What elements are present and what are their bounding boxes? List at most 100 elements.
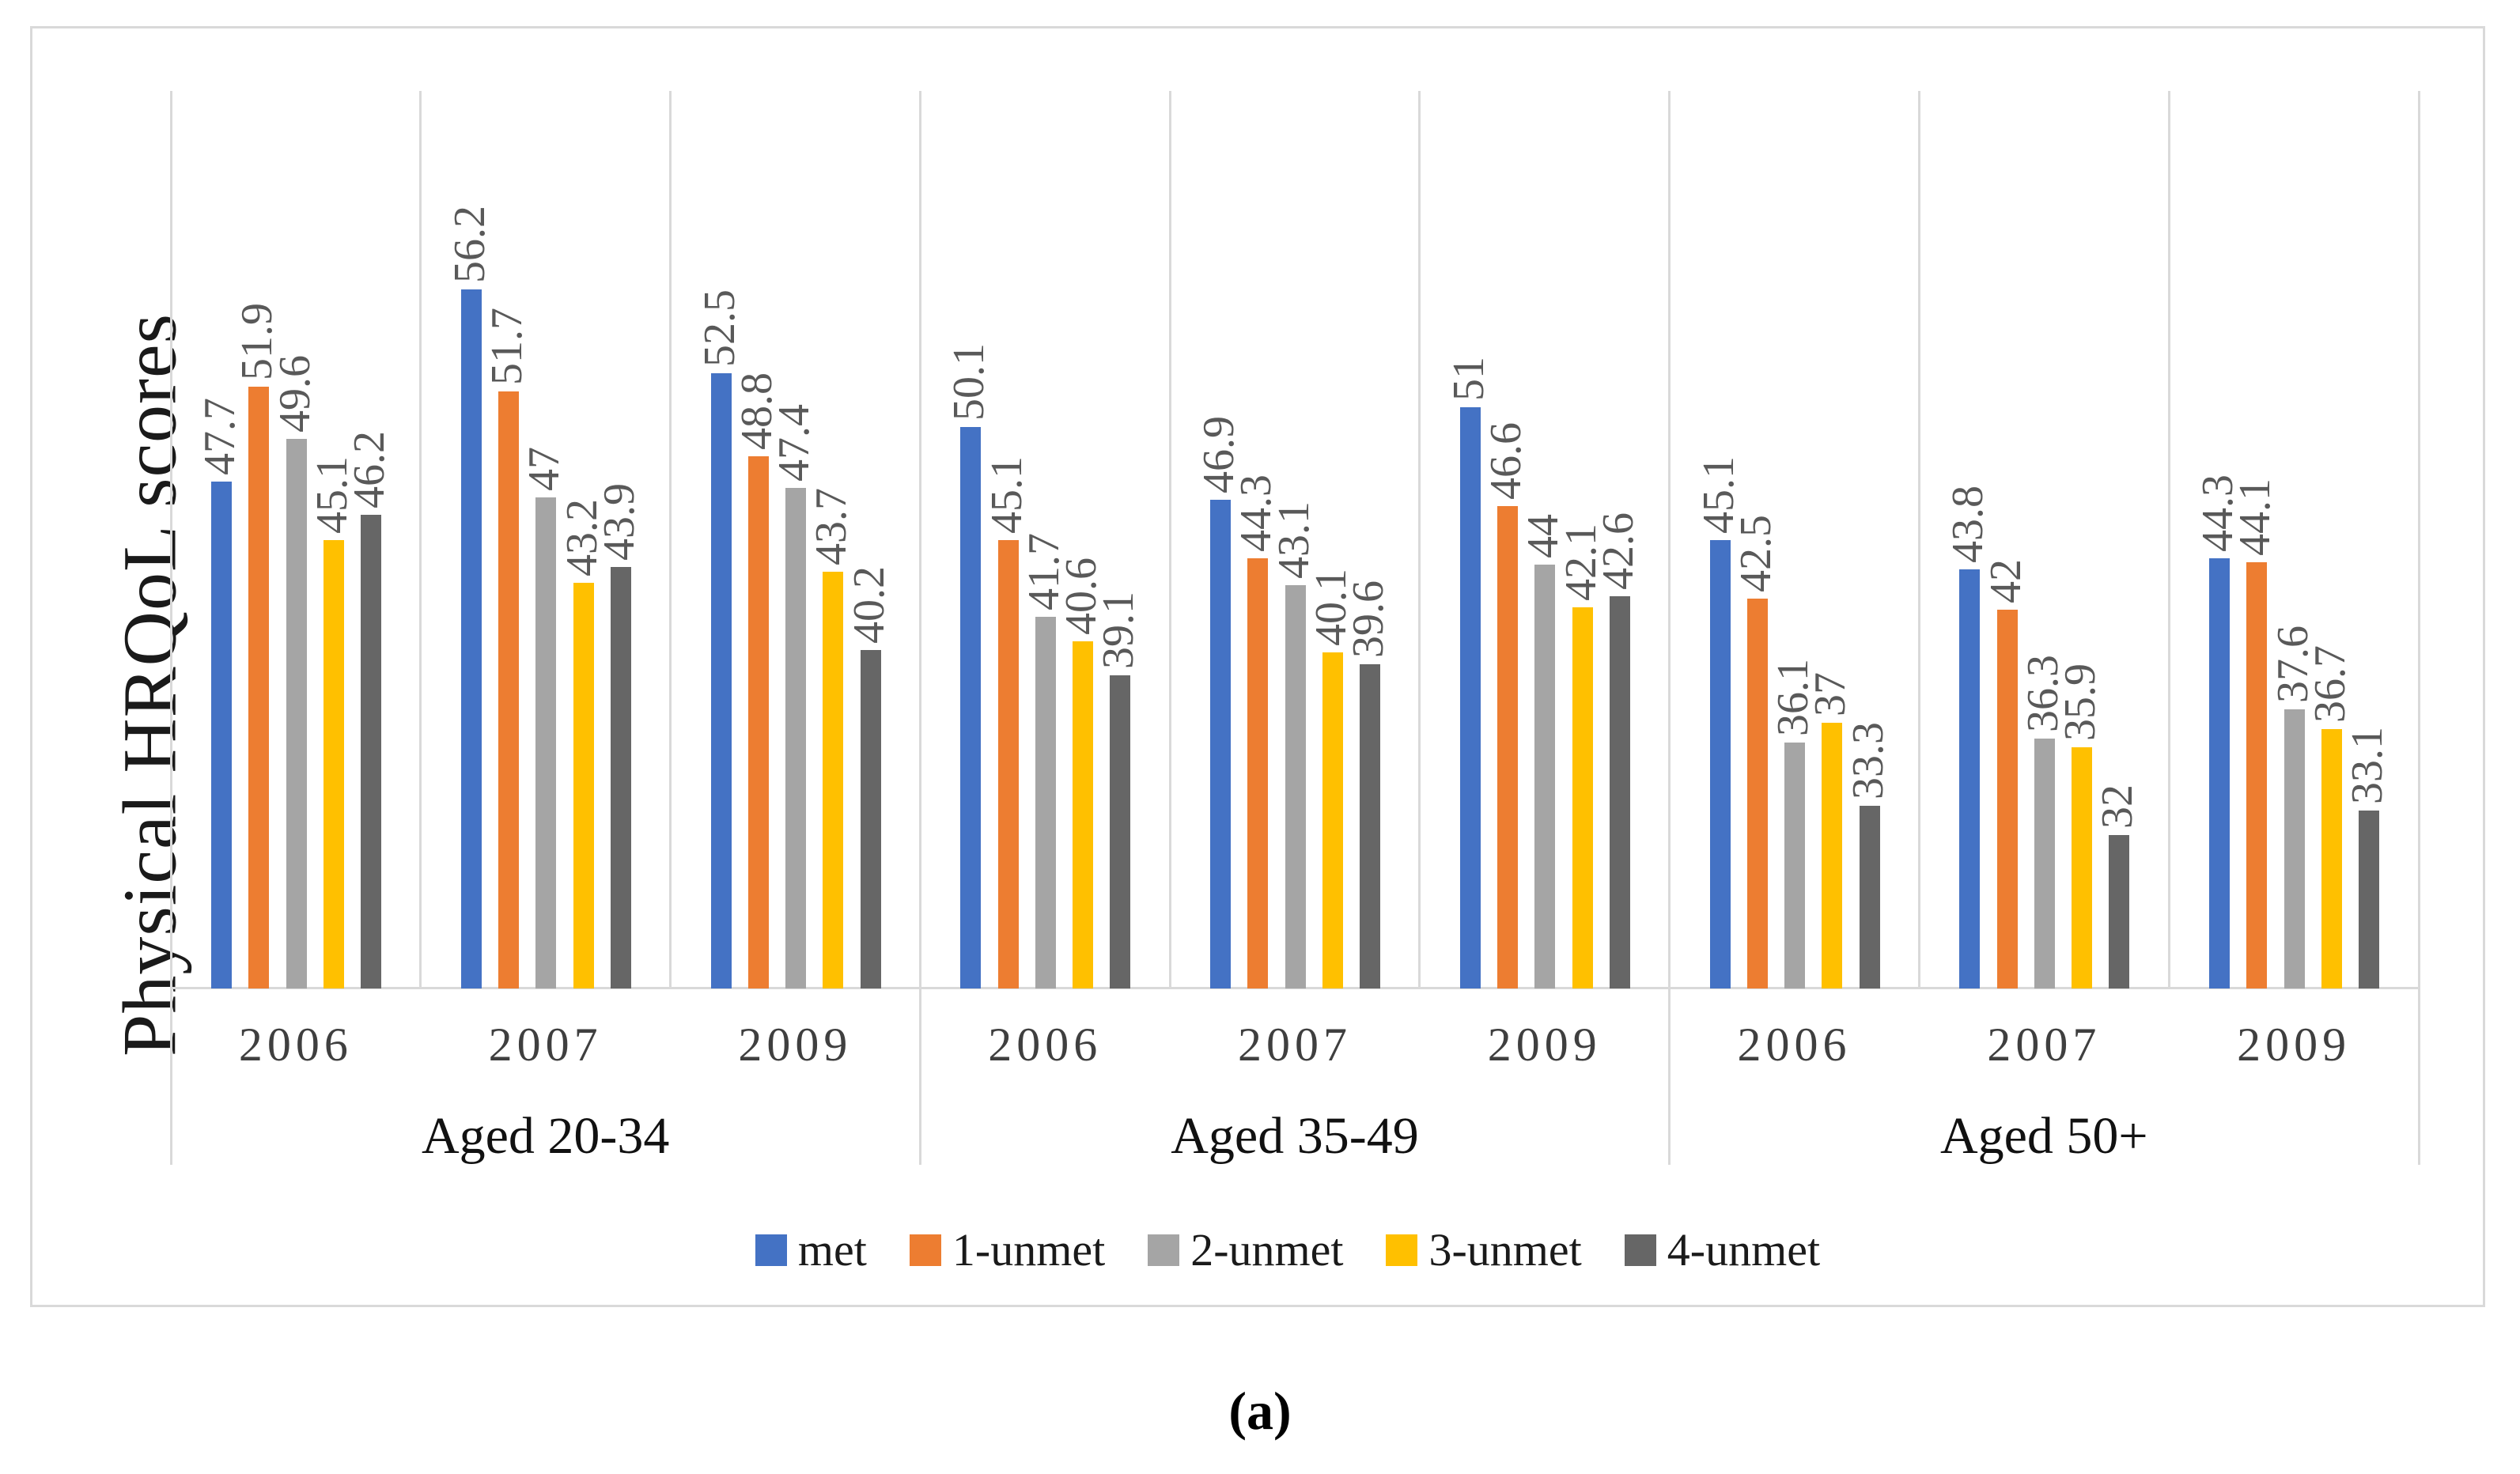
bar xyxy=(1709,540,1731,988)
bar xyxy=(710,373,732,988)
bar-value-label: 39.1 xyxy=(1094,591,1144,669)
bar xyxy=(2209,558,2231,988)
age-group-label: Aged 20-34 xyxy=(421,1107,670,1165)
bar-value-label: 47.4 xyxy=(770,404,819,482)
bar xyxy=(2246,562,2268,988)
legend-label: 3-unmet xyxy=(1428,1224,1582,1276)
legend-swatch-met xyxy=(755,1234,787,1266)
bar xyxy=(2072,747,2093,988)
bar xyxy=(1110,675,1131,988)
bar xyxy=(747,456,769,988)
bar xyxy=(361,515,381,988)
year-divider-line xyxy=(419,91,422,988)
bar xyxy=(460,289,482,988)
bar-value-label: 40.2 xyxy=(844,566,894,644)
bar-value-label: 43.7 xyxy=(807,488,857,565)
figure-caption: (a) xyxy=(1228,1381,1292,1441)
bar-value-label: 33.3 xyxy=(1843,722,1893,799)
year-tick-label: 2006 xyxy=(1737,1019,1852,1071)
legend-swatch-1-unmet xyxy=(909,1234,941,1266)
year-tick-label: 2009 xyxy=(2237,1019,2352,1071)
legend-item: met xyxy=(755,1227,867,1273)
y-axis-title: Physical HRQoL scores xyxy=(107,313,192,1056)
bar xyxy=(1959,569,1981,988)
bar-value-label: 42.5 xyxy=(1731,515,1780,592)
bar xyxy=(1822,723,1843,988)
bar xyxy=(1497,506,1519,988)
bar xyxy=(1073,641,1094,988)
bar xyxy=(1360,664,1381,988)
legend-item: 3-unmet xyxy=(1386,1224,1582,1276)
year-tick-label: 2006 xyxy=(988,1019,1103,1071)
year-divider-line xyxy=(2167,91,2170,988)
bar-value-label: 52.5 xyxy=(694,289,744,367)
legend-label: 2-unmet xyxy=(1190,1224,1344,1276)
panel-divider-line xyxy=(1668,91,1671,1165)
bar xyxy=(2321,729,2342,988)
legend-label: 1-unmet xyxy=(952,1224,1106,1276)
bar xyxy=(2284,709,2305,988)
bar-value-label: 42.6 xyxy=(1593,512,1643,590)
bar-value-label: 39.6 xyxy=(1344,580,1394,658)
bar-value-label: 43.1 xyxy=(1269,501,1319,579)
panel-divider-line xyxy=(169,91,172,1165)
chart-border-box: Physical HRQoL scores 47.7 51.9 49.6 45.1 46… xyxy=(30,26,2485,1307)
bar-value-label: 45.1 xyxy=(982,456,1031,534)
bar xyxy=(1322,652,1343,988)
legend: met 1-unmet 2-unmet 3-unmet 4-unmet xyxy=(62,1227,2513,1273)
legend-item: 2-unmet xyxy=(1148,1227,1343,1273)
age-group-label: Aged 35-49 xyxy=(1171,1107,1419,1165)
bar xyxy=(1285,585,1306,988)
bar xyxy=(248,387,270,988)
bar-value-label: 47 xyxy=(520,447,569,491)
legend-swatch-3-unmet xyxy=(1386,1234,1418,1266)
bar-value-label: 50.1 xyxy=(944,343,994,421)
bar-value-label: 46.6 xyxy=(1481,422,1531,500)
bar xyxy=(323,540,344,988)
bar xyxy=(2359,811,2380,988)
bar xyxy=(1859,806,1880,988)
bar xyxy=(573,583,594,988)
legend-label: 4-unmet xyxy=(1667,1224,1821,1276)
bar-value-label: 49.6 xyxy=(270,355,320,433)
year-divider-line xyxy=(1917,91,1920,988)
bar-value-label: 43.8 xyxy=(1943,486,1993,563)
bar xyxy=(1572,607,1593,988)
year-tick-label: 2007 xyxy=(1987,1019,2102,1071)
bar xyxy=(1609,596,1630,988)
bar xyxy=(2109,835,2130,988)
bar xyxy=(860,650,881,988)
bar xyxy=(1784,743,1806,988)
bar-value-label: 32 xyxy=(2093,784,2143,829)
bar xyxy=(785,488,807,988)
bar xyxy=(1210,500,1232,988)
bar xyxy=(211,482,232,988)
bar-value-label: 56.2 xyxy=(445,206,494,283)
bar xyxy=(610,567,631,988)
year-divider-line xyxy=(1418,91,1421,988)
age-group-label: Aged 50+ xyxy=(1939,1107,2148,1165)
year-tick-label: 2007 xyxy=(1237,1019,1352,1071)
bar-value-label: 43.9 xyxy=(594,483,644,561)
legend-label: met xyxy=(797,1224,867,1276)
bar xyxy=(1746,599,1768,988)
bar xyxy=(1534,565,1556,988)
panel-divider-line xyxy=(2417,91,2420,1165)
year-tick-label: 2009 xyxy=(738,1019,853,1071)
legend-swatch-4-unmet xyxy=(1624,1234,1656,1266)
year-divider-line xyxy=(1168,91,1171,988)
bar xyxy=(1035,617,1056,988)
year-tick-label: 2007 xyxy=(488,1019,603,1071)
bar-value-label: 42 xyxy=(1981,559,2030,603)
year-divider-line xyxy=(669,91,672,988)
bar-value-label: 51.7 xyxy=(482,308,532,385)
legend-item: 4-unmet xyxy=(1624,1224,1821,1276)
legend-swatch-2-unmet xyxy=(1148,1234,1180,1266)
bar-value-label: 33.1 xyxy=(2343,727,2393,804)
bar xyxy=(498,391,520,988)
bar xyxy=(535,497,557,988)
panel-divider-line xyxy=(918,91,921,1165)
legend-item: 1-unmet xyxy=(909,1224,1106,1276)
year-tick-label: 2009 xyxy=(1487,1019,1602,1071)
bar-value-label: 37 xyxy=(1806,672,1856,716)
